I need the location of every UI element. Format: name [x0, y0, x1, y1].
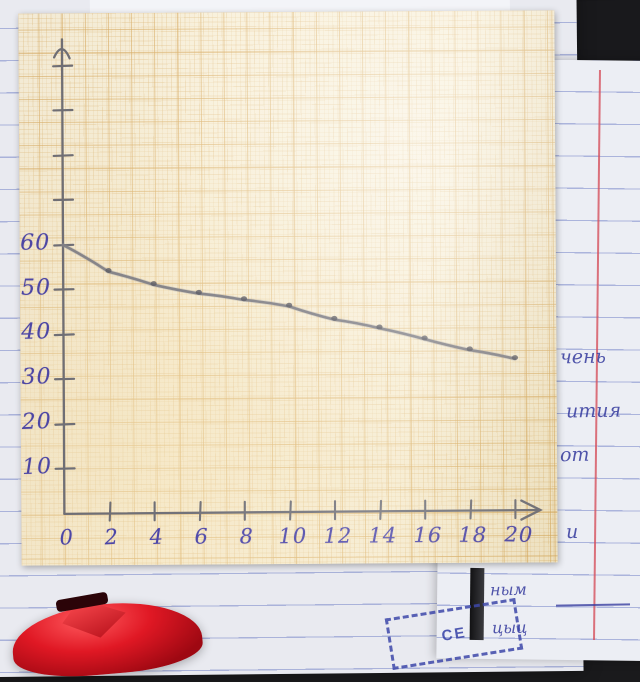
- paper-shading: [18, 10, 557, 565]
- handwriting-line-1: чень: [560, 346, 606, 369]
- graph-paper-sheet: 102030405060 02468101214161820: [18, 10, 557, 565]
- handwriting-line-3: от: [560, 444, 590, 467]
- handwriting-line-4: ным: [490, 580, 527, 600]
- handwriting-axis-letter: и: [566, 521, 579, 543]
- handwriting-line-2: ития: [566, 400, 621, 423]
